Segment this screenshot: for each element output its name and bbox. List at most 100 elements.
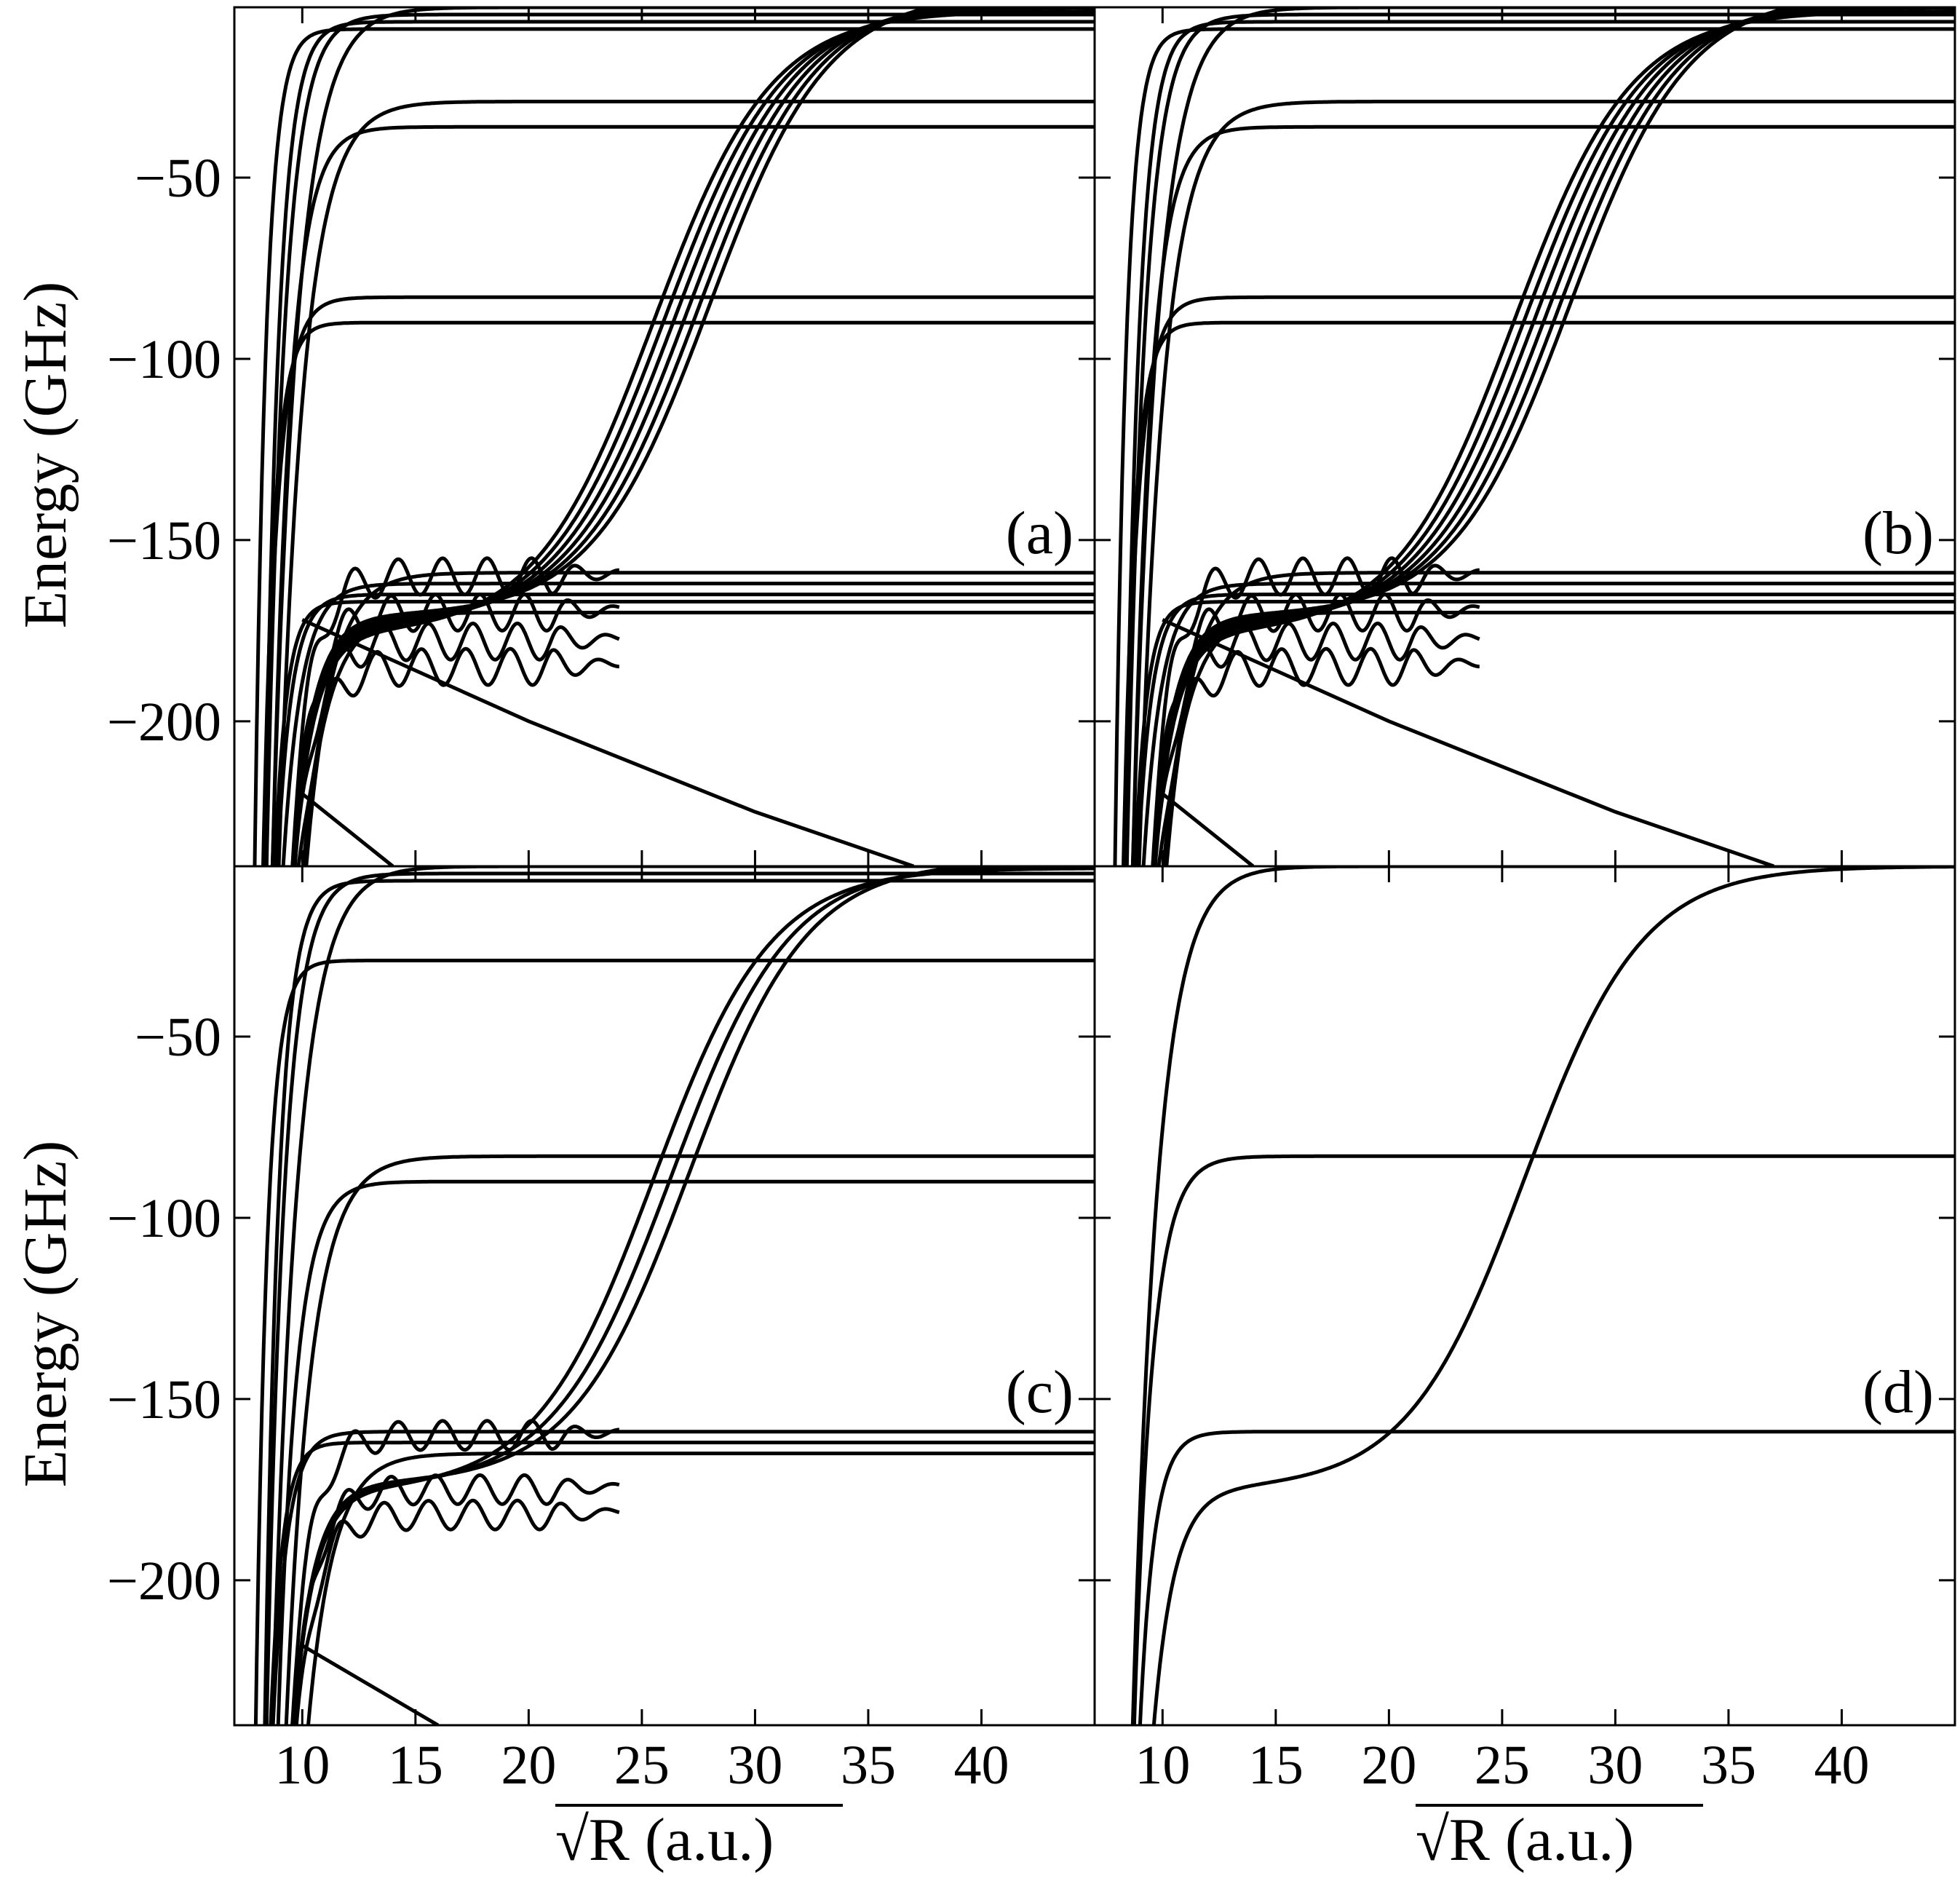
level-curve (1130, 866, 1955, 1725)
y-axis-title-bottom: Energy (GHz) (12, 1141, 79, 1488)
level-curve (1162, 611, 1955, 866)
crossing-curve (1152, 9, 1955, 866)
panel-2 (233, 865, 1096, 1727)
oscillating-curve (1151, 556, 1481, 866)
level-curve (306, 1452, 1095, 1725)
x-tick-label: 35 (1701, 1735, 1756, 1796)
panel-frame (233, 865, 1096, 1727)
crossing-curve (292, 866, 1095, 1725)
level-curve (277, 100, 1095, 866)
x-axis-title: √R (a.u.) (1416, 1806, 1634, 1874)
level-curve (253, 27, 1095, 866)
panels (233, 6, 1956, 1727)
x-tick-label: 30 (727, 1735, 782, 1796)
x-tick-label: 40 (953, 1735, 1009, 1796)
x-tick-label: 15 (388, 1735, 443, 1796)
level-curve (261, 295, 1095, 866)
crossing-curve (291, 866, 1095, 1725)
y-tick-label: −150 (107, 1369, 221, 1430)
panel-frame (1093, 865, 1956, 1727)
crossing-curve (290, 7, 938, 866)
crossing-curve (292, 9, 1095, 866)
oscillating-curve (290, 556, 621, 866)
crossing-curve (1151, 7, 1798, 866)
level-curve (1132, 1154, 1955, 1725)
level-curve (264, 12, 1095, 866)
crossing-curve (1151, 866, 1955, 1725)
level-curve (301, 611, 1095, 866)
curves (1130, 866, 1955, 1725)
x-axis-text: R (a.u.) (1449, 1806, 1634, 1874)
level-curve (1133, 600, 1955, 866)
descending-curve (301, 618, 915, 866)
level-curve (273, 600, 1095, 866)
oscillating-curve (294, 1498, 621, 1725)
labels: Energy (GHz) Energy (GHz) −50 −100 −150 −20… (12, 148, 1934, 1874)
level-curve (284, 1154, 1095, 1725)
level-curve (1113, 27, 1955, 866)
x-tick-label: 30 (1587, 1735, 1643, 1796)
x-axis-text: R (a.u.) (589, 1806, 774, 1874)
level-curve (1135, 593, 1955, 866)
panel-frame (1093, 6, 1956, 868)
oscillating-curve (293, 621, 621, 866)
oscillating-curve (290, 1419, 621, 1725)
x-tick-label: 20 (1361, 1735, 1416, 1796)
descending-curve (1161, 792, 1255, 866)
x-tick-label: 20 (501, 1735, 556, 1796)
x-tick-label: 35 (841, 1735, 896, 1796)
curves (1113, 7, 1955, 866)
level-curve (1141, 582, 1955, 866)
crossing-curve (291, 866, 993, 1725)
x-tick-label: 10 (274, 1735, 330, 1796)
descending-curve (301, 792, 394, 866)
x-axis-title: √R (a.u.) (555, 1806, 774, 1874)
level-curve (263, 879, 1095, 1725)
sqrt-symbol: √ (555, 1806, 590, 1874)
oscillating-curve (291, 593, 621, 866)
crossing-curve (1151, 7, 1881, 866)
level-curve (263, 20, 1095, 866)
y-tick-label: −150 (107, 510, 221, 571)
panel-frame (233, 6, 1096, 868)
descending-curve (301, 1644, 440, 1725)
x-tick-label: 25 (614, 1735, 670, 1796)
curves (253, 866, 1095, 1725)
level-curve (1131, 124, 1955, 866)
y-tick-label: −50 (135, 1007, 221, 1068)
level-curve (281, 582, 1095, 866)
oscillating-curve (293, 1473, 621, 1725)
x-tick-label: 40 (1814, 1735, 1869, 1796)
crossing-curve (291, 7, 1095, 866)
level-curve (1122, 295, 1955, 866)
level-curve (271, 1430, 1095, 1725)
level-curve (264, 871, 1095, 1725)
y-tick-label: −100 (107, 1188, 221, 1249)
oscillating-curve (1153, 621, 1481, 866)
panel-3 (1093, 865, 1956, 1727)
crossing-curve (1151, 7, 1826, 866)
crossing-curve (290, 7, 947, 866)
level-curve (275, 593, 1095, 866)
x-tick-label: 25 (1475, 1735, 1530, 1796)
level-curve (304, 571, 1095, 866)
level-curve (253, 959, 1095, 1725)
level-curve (276, 1179, 1095, 1725)
level-curve (271, 124, 1095, 866)
y-tick-label: −50 (135, 148, 221, 209)
x-tick-label: 15 (1248, 1735, 1304, 1796)
y-tick-label: −100 (107, 329, 221, 390)
descending-curve (1162, 618, 1775, 866)
level-curve (1124, 12, 1955, 866)
panel-tag: (b) (1862, 499, 1934, 567)
level-curve (1137, 100, 1955, 866)
crossing-curve (291, 7, 966, 866)
crossing-curve (1151, 7, 1955, 866)
panel-tag: (c) (1006, 1358, 1074, 1426)
sqrt-symbol: √ (1416, 1806, 1450, 1874)
y-tick-label: −200 (107, 1551, 221, 1612)
panel-1 (1093, 6, 1956, 868)
x-tick-label: 10 (1135, 1735, 1190, 1796)
level-curve (1130, 7, 1955, 866)
